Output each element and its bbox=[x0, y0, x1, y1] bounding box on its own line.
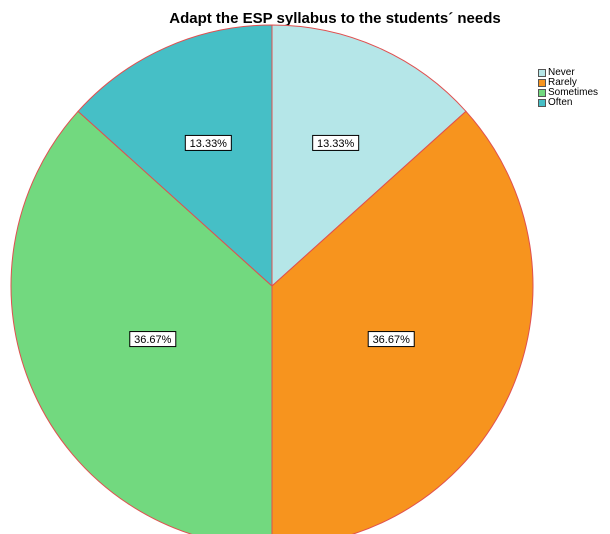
pie-slice-never bbox=[271, 24, 467, 288]
slice-label-never: 13.33% bbox=[312, 134, 360, 151]
slice-label-box bbox=[129, 331, 177, 348]
legend-swatch bbox=[538, 99, 546, 107]
slice-label-box bbox=[367, 331, 415, 348]
legend-swatch bbox=[538, 69, 546, 77]
slice-label-box bbox=[184, 134, 232, 151]
slice-label-text: 13.33% bbox=[190, 138, 228, 150]
pie-slice-rarely bbox=[271, 110, 534, 534]
pie-slice-often bbox=[77, 24, 273, 288]
slice-label-often: 13.33% bbox=[184, 134, 232, 151]
legend-label: Sometimes bbox=[548, 87, 599, 98]
legend-item-sometimes: Sometimes bbox=[538, 88, 598, 98]
slice-label-sometimes: 36.67% bbox=[129, 331, 177, 348]
legend-swatch bbox=[538, 79, 546, 87]
slice-label-rarely: 36.67% bbox=[367, 331, 415, 348]
legend-label: Rarely bbox=[548, 77, 577, 88]
chart-title: Adapt the ESP syllabus to the students´ … bbox=[169, 10, 501, 27]
pie-slice-sometimes bbox=[10, 110, 273, 534]
legend-label: Often bbox=[548, 97, 573, 108]
slice-label-text: 13.33% bbox=[317, 138, 355, 150]
slice-label-text: 36.67% bbox=[373, 334, 411, 346]
legend: Never Rarely Sometimes Often bbox=[538, 68, 598, 108]
legend-swatch bbox=[538, 89, 546, 97]
legend-item-never: Never bbox=[538, 68, 598, 78]
slice-label-box bbox=[312, 134, 360, 151]
legend-label: Never bbox=[548, 67, 575, 78]
legend-item-rarely: Rarely bbox=[538, 78, 598, 88]
slice-label-text: 36.67% bbox=[134, 334, 172, 346]
legend-item-often: Often bbox=[538, 98, 598, 108]
